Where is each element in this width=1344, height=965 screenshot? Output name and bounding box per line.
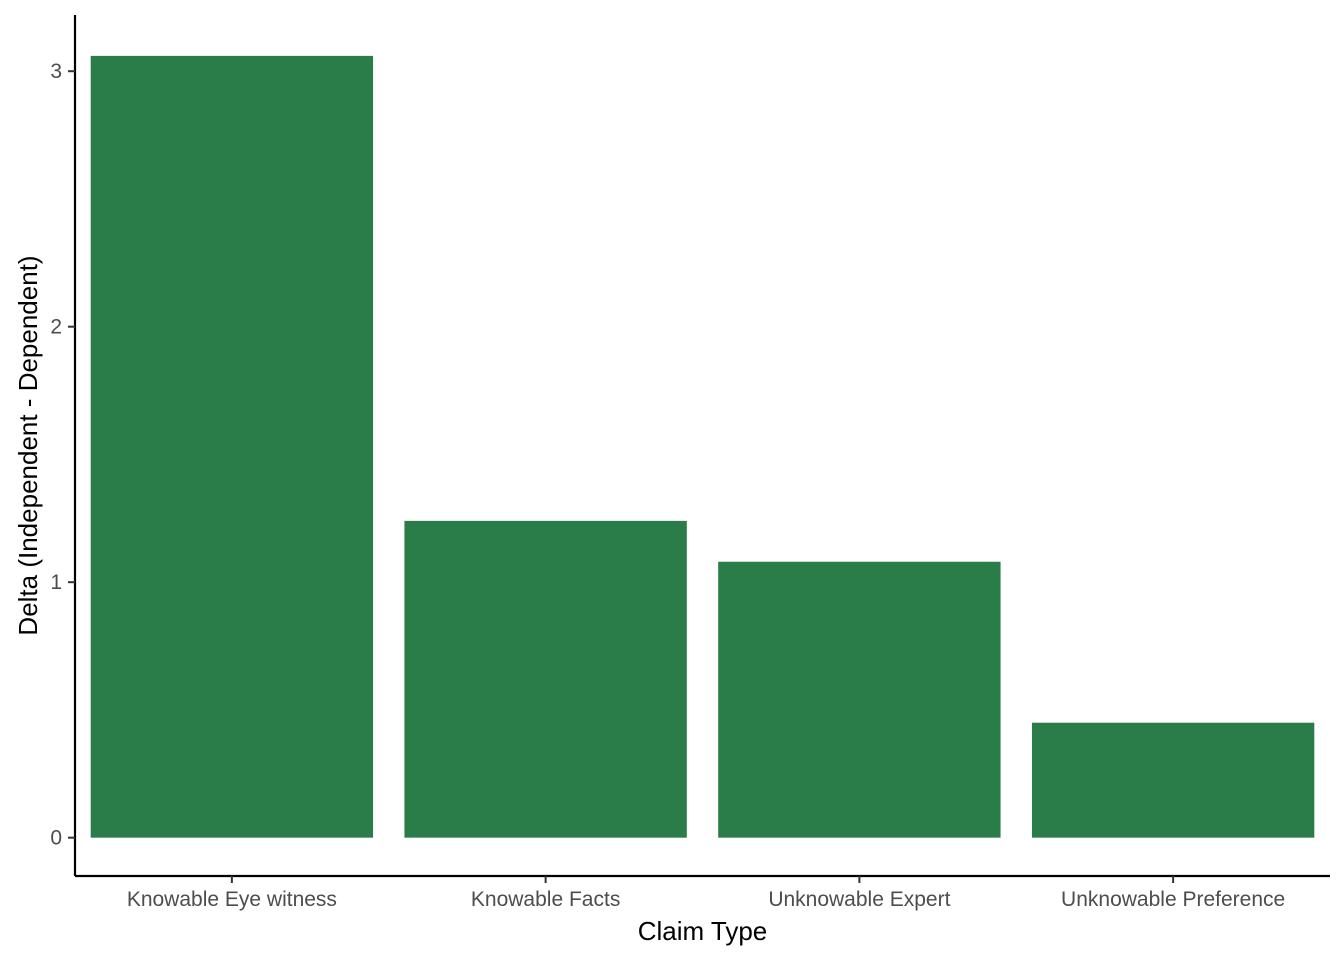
y-tick-label: 2: [50, 316, 62, 339]
x-tick-label: Unknowable Preference: [1061, 888, 1285, 911]
y-tick-label: 3: [50, 60, 62, 83]
x-axis-title: Claim Type: [638, 916, 768, 946]
y-tick-label: 1: [50, 571, 62, 594]
x-tick-label: Knowable Eye witness: [127, 888, 337, 911]
y-axis-title: Delta (Independent - Dependent): [13, 255, 43, 635]
x-tick-label: Knowable Facts: [471, 888, 620, 911]
bar-unknowable-preference: [1031, 722, 1315, 838]
bar-knowable-facts: [404, 520, 687, 838]
bar-unknowable-expert: [718, 561, 1001, 838]
y-ticks: 0 1 2 3: [50, 60, 75, 850]
x-tick-label: Unknowable Expert: [768, 888, 950, 911]
axes-layer: [73, 15, 1330, 878]
bar-knowable-eye-witness: [90, 55, 374, 838]
bars-layer: [90, 55, 1315, 838]
y-tick-label: 0: [50, 827, 62, 850]
x-ticks: Knowable Eye witness Knowable Facts Unknow…: [127, 876, 1285, 911]
